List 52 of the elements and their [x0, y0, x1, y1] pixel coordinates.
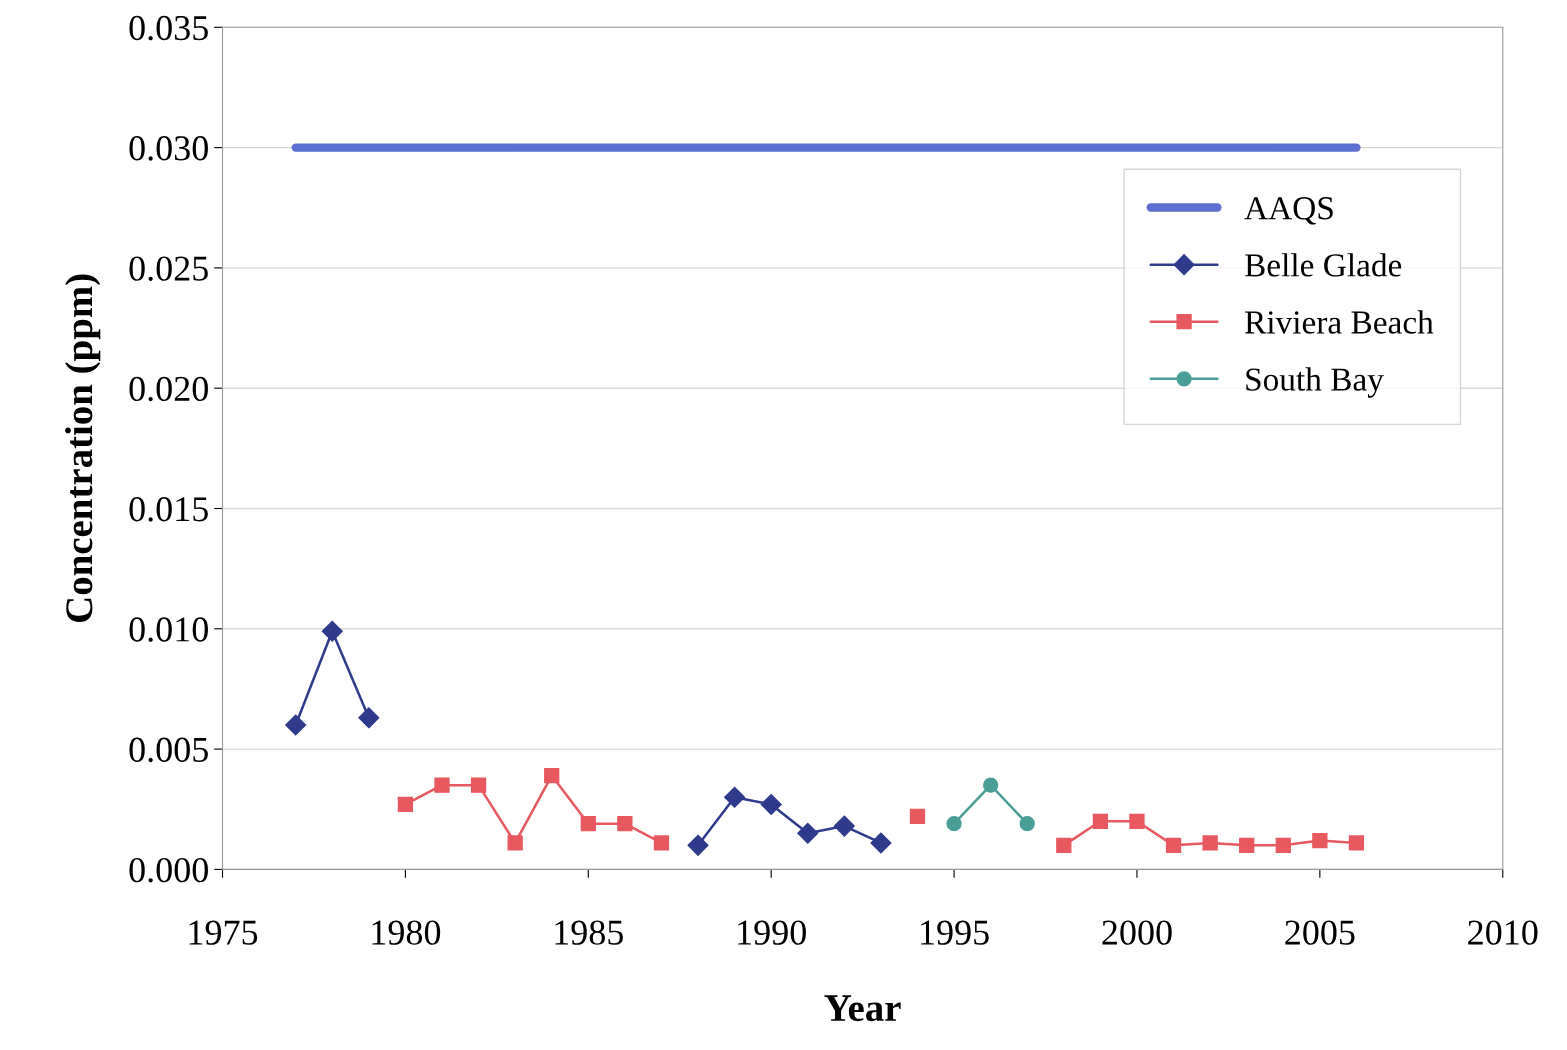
y-tick-label: 0.035	[129, 15, 208, 41]
x-tick-label: 2010	[1468, 920, 1538, 945]
point	[1129, 813, 1145, 829]
x-axis-title: Year	[824, 995, 901, 1022]
point	[1202, 835, 1218, 851]
y-tick-label: 0.025	[129, 256, 208, 281]
point	[321, 620, 343, 642]
legend-label: Belle Glade	[1245, 253, 1402, 277]
x-tick-label: 1990	[738, 920, 806, 945]
y-tick-label: 0.030	[129, 136, 208, 161]
y-tick-label: 0.005	[129, 737, 208, 763]
point	[470, 777, 487, 793]
point	[285, 714, 307, 736]
point	[687, 834, 709, 856]
x-tick-label: 1985	[555, 920, 623, 945]
y-axis-title: Concentration (ppm)	[65, 274, 101, 622]
point	[760, 793, 782, 815]
point	[507, 835, 523, 851]
y-tick-label: 0.015	[129, 497, 208, 522]
point	[1239, 837, 1255, 853]
point	[358, 707, 380, 729]
point	[797, 822, 819, 844]
x-tick-label: 2000	[1102, 920, 1172, 945]
point	[653, 835, 670, 851]
legend-label: South Bay	[1246, 367, 1384, 398]
point	[1275, 837, 1291, 853]
x-tick-label: 2005	[1285, 920, 1355, 945]
y-tick-label: 0.020	[129, 376, 208, 402]
point	[1019, 816, 1035, 832]
point	[1056, 837, 1072, 853]
point	[617, 816, 633, 832]
point	[1312, 832, 1328, 849]
point	[833, 815, 855, 837]
x-tick-label: 1975	[189, 920, 258, 945]
legend-label: Riviera Beach	[1245, 310, 1434, 334]
y-tick-label: 0.010	[129, 617, 208, 642]
y-tick-label: 0.000	[129, 857, 208, 883]
point	[724, 786, 746, 808]
legend-label: AAQS	[1244, 197, 1333, 225]
point	[909, 808, 926, 825]
point	[544, 767, 560, 784]
point	[1165, 837, 1182, 853]
point	[434, 777, 450, 793]
x-tick-label: 1995	[921, 920, 989, 945]
point	[946, 816, 962, 832]
point	[580, 816, 596, 832]
point	[397, 796, 414, 813]
x-tick-label: 1980	[372, 920, 441, 945]
point	[870, 832, 892, 854]
point	[1348, 835, 1365, 851]
point	[1092, 813, 1109, 829]
point	[983, 777, 999, 793]
